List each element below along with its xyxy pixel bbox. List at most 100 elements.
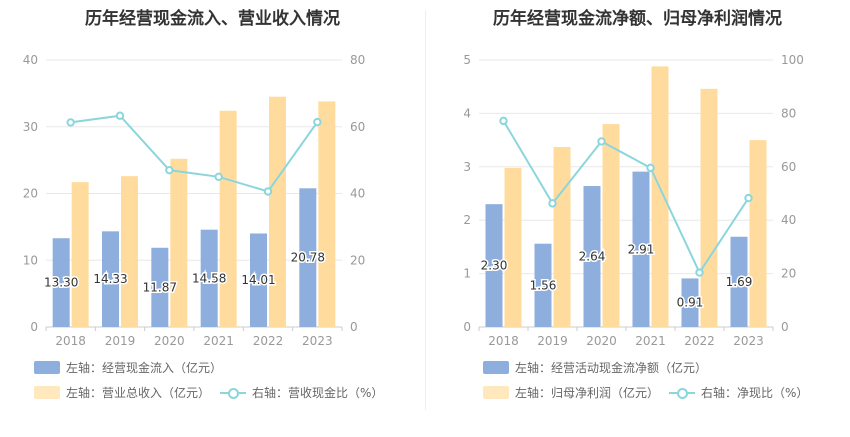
legend-label: 左轴：经营现金流入（亿元） bbox=[66, 361, 223, 375]
legend-item-bar-orange[interactable]: 左轴：归母净利润（亿元） bbox=[483, 384, 659, 401]
right-axis-tick-label: 0 bbox=[350, 320, 358, 334]
x-axis-tick-label: 2021 bbox=[203, 334, 234, 348]
bar-2018-orange bbox=[71, 182, 89, 327]
left-axis-tick-label: 1 bbox=[463, 267, 471, 281]
ratio-point-2022 bbox=[695, 268, 704, 277]
legend-swatch-blue bbox=[34, 361, 60, 374]
chart-title: 历年经营现金流净额、归母净利润情况 bbox=[493, 9, 782, 29]
legend-swatch-line bbox=[220, 386, 246, 399]
bar-2023-blue bbox=[730, 236, 748, 327]
legend-label: 左轴：营业总收入（亿元） bbox=[66, 386, 211, 400]
legend-item-bar-blue[interactable]: 左轴：经营活动现金流净额（亿元） bbox=[483, 359, 707, 376]
bar-data-label: 2.64 bbox=[579, 250, 606, 264]
legend-swatch-blue bbox=[483, 361, 509, 374]
legend-swatch-line bbox=[669, 386, 695, 399]
bar-data-label: 13.30 bbox=[44, 276, 78, 290]
bar-2020-orange bbox=[602, 124, 620, 327]
legend-label: 左轴：经营活动现金流净额（亿元） bbox=[515, 361, 708, 375]
bar-data-label: 2.30 bbox=[481, 259, 508, 273]
bar-data-label: 0.91 bbox=[677, 296, 704, 310]
x-axis-tick-label: 2022 bbox=[253, 334, 284, 348]
bar-data-label: 1.69 bbox=[726, 275, 753, 289]
bar-data-label: 14.01 bbox=[241, 273, 275, 287]
bar-2019-orange bbox=[553, 147, 571, 327]
legend-swatch-orange bbox=[483, 386, 509, 399]
bar-2018-orange bbox=[504, 167, 522, 327]
bar-2023-orange bbox=[318, 101, 336, 327]
legend-label: 左轴：归母净利润（亿元） bbox=[515, 386, 660, 400]
left-axis-tick-label: 10 bbox=[23, 253, 38, 267]
x-axis-tick-label: 2019 bbox=[105, 334, 136, 348]
legend-item-line[interactable]: 右轴：净现比（%） bbox=[669, 384, 808, 401]
right-axis-tick-label: 60 bbox=[350, 120, 365, 134]
right-axis-tick-label: 40 bbox=[350, 187, 365, 201]
x-axis-tick-label: 2020 bbox=[586, 334, 617, 348]
bar-2022-orange bbox=[700, 88, 718, 327]
right-axis-tick-label: 40 bbox=[781, 213, 796, 227]
bar-data-label: 14.33 bbox=[93, 272, 127, 286]
x-axis-tick-label: 2023 bbox=[302, 334, 333, 348]
x-axis-tick-label: 2020 bbox=[154, 334, 185, 348]
chart-panel-net-cash: 历年经营现金流净额、归母净利润情况 0 0 1 20 2 40 3 60 4 80 5 100 2.30… bbox=[425, 0, 850, 437]
ratio-line bbox=[70, 114, 319, 193]
left-axis-tick-label: 4 bbox=[463, 106, 471, 120]
left-axis-tick-label: 3 bbox=[463, 160, 471, 174]
legend-item-line[interactable]: 右轴：营收现金比（%） bbox=[220, 384, 383, 401]
bar-2020-blue bbox=[151, 247, 169, 327]
legend-item-bar-blue[interactable]: 左轴：经营现金流入（亿元） bbox=[34, 359, 222, 376]
bar-2022-orange bbox=[269, 96, 286, 328]
chart-title: 历年经营现金流入、营业收入情况 bbox=[85, 9, 340, 29]
right-axis-tick-label: 20 bbox=[781, 267, 796, 281]
ratio-point-2018 bbox=[499, 116, 508, 126]
x-axis-tick-label: 2022 bbox=[684, 334, 715, 348]
panel-divider bbox=[425, 10, 426, 410]
left-axis-tick-label: 5 bbox=[463, 53, 471, 67]
bar-2018-blue bbox=[52, 238, 70, 327]
bar-2021-blue bbox=[632, 171, 650, 327]
bar-2020-blue bbox=[583, 186, 601, 327]
bar-data-label: 14.58 bbox=[192, 271, 226, 285]
bar-2023-orange bbox=[749, 140, 767, 327]
legend-label: 右轴：营收现金比（%） bbox=[252, 386, 384, 400]
right-axis-tick-label: 0 bbox=[781, 320, 789, 334]
bar-2019-blue bbox=[102, 231, 119, 327]
ratio-point-2019 bbox=[548, 199, 557, 208]
ratio-line bbox=[502, 120, 750, 275]
bar-data-label: 20.78 bbox=[291, 251, 325, 265]
ratio-point-2021 bbox=[646, 163, 655, 173]
legend-label: 右轴：净现比（%） bbox=[701, 386, 809, 400]
bar-data-label: 11.87 bbox=[143, 280, 177, 294]
left-axis-tick-label: 0 bbox=[463, 320, 471, 334]
bar-data-label: 2.91 bbox=[628, 242, 655, 256]
left-axis-tick-label: 2 bbox=[463, 213, 471, 227]
bar-2020-orange bbox=[170, 158, 188, 327]
bar-2018-blue bbox=[485, 204, 503, 327]
ratio-point-2019 bbox=[115, 111, 125, 120]
bar-data-label: 1.56 bbox=[530, 278, 557, 292]
right-axis-tick-label: 100 bbox=[781, 53, 804, 67]
right-axis-tick-label: 80 bbox=[350, 53, 365, 67]
bar-2019-blue bbox=[534, 243, 552, 327]
x-axis-tick-label: 2019 bbox=[537, 334, 568, 348]
bar-2022-blue bbox=[250, 233, 267, 327]
ratio-point-2023 bbox=[744, 193, 753, 203]
bar-2021-orange bbox=[219, 110, 237, 327]
ratio-point-2020 bbox=[165, 165, 174, 175]
chart-panel-cash-inflow: 历年经营现金流入、营业收入情况 0 0 10 20 20 40 30 60 40 80 13.30 2… bbox=[23, 9, 384, 401]
left-axis-tick-label: 0 bbox=[30, 320, 38, 334]
bar-2022-blue bbox=[681, 278, 699, 327]
ratio-point-2018 bbox=[66, 118, 75, 127]
right-axis-tick-label: 20 bbox=[350, 253, 365, 267]
right-axis-tick-label: 80 bbox=[781, 106, 796, 120]
ratio-point-2020 bbox=[597, 137, 606, 146]
ratio-point-2023 bbox=[313, 117, 322, 127]
right-axis-tick-label: 60 bbox=[781, 160, 796, 174]
x-axis-tick-label: 2018 bbox=[488, 334, 519, 348]
bar-2021-blue bbox=[200, 229, 218, 327]
chart-plot-area: 0 0 1 20 2 40 3 60 4 80 5 100 2.30 2018 1.56 2019 2.64 20… bbox=[463, 53, 804, 348]
ratio-point-2022 bbox=[263, 187, 273, 196]
legend-item-bar-orange[interactable]: 左轴：营业总收入（亿元） bbox=[34, 384, 210, 401]
x-axis-tick-label: 2023 bbox=[733, 334, 764, 348]
bar-2021-orange bbox=[651, 66, 669, 328]
